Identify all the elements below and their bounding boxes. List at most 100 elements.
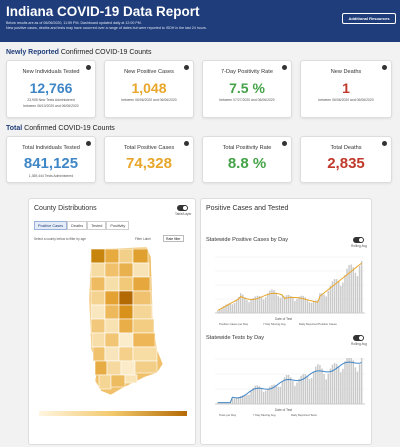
chart-bar bbox=[225, 402, 227, 404]
positive-cases-tested-panel: Positive Cases and Tested Statewide Posi… bbox=[200, 198, 372, 445]
chart-bar bbox=[342, 368, 344, 404]
chart-bar bbox=[302, 295, 304, 313]
chart1-rolling-avg-toggle[interactable] bbox=[353, 237, 364, 243]
info-icon[interactable] bbox=[184, 141, 189, 146]
cases-moving-avg-line bbox=[217, 262, 362, 311]
chart-bar bbox=[312, 371, 315, 404]
chart-bar bbox=[287, 374, 290, 404]
chart-bar bbox=[256, 385, 259, 404]
card-new-individuals-tested: New Individuals Tested 12,766 23,905 New… bbox=[6, 60, 96, 118]
section-title-new: Newly Reported Confirmed COVID-19 Counts bbox=[6, 49, 152, 56]
card-7day-positivity-rate: 7-Day Positivity Rate 7.5 % between 07/2… bbox=[202, 60, 292, 118]
chart-bar bbox=[217, 311, 219, 313]
chart-bar bbox=[310, 302, 313, 313]
chart-bar bbox=[279, 297, 282, 313]
chart-bar bbox=[239, 293, 242, 313]
county-distributions-panel: County Distributions Table/Layer Positiv… bbox=[28, 198, 196, 445]
chart-bar bbox=[235, 397, 238, 404]
chart-bar bbox=[262, 299, 265, 313]
chart-bar bbox=[352, 267, 355, 313]
chart-bar bbox=[298, 296, 300, 313]
chart-bar bbox=[308, 379, 311, 404]
chart-bar bbox=[252, 297, 254, 313]
chart-bar bbox=[237, 396, 240, 404]
tab-tested[interactable]: Tested bbox=[87, 221, 107, 230]
info-icon[interactable] bbox=[382, 141, 387, 146]
info-icon[interactable] bbox=[382, 65, 387, 70]
chart-bar bbox=[242, 294, 244, 313]
filter-select[interactable]: Rate filter bbox=[163, 235, 184, 242]
chart-bar bbox=[223, 402, 225, 404]
chart-bar bbox=[317, 300, 319, 313]
chart2-rolling-avg-toggle[interactable] bbox=[353, 335, 364, 341]
chart-bar bbox=[337, 281, 340, 313]
chart-bar bbox=[340, 285, 342, 313]
chart-bar bbox=[277, 296, 279, 313]
chart-bar bbox=[254, 296, 256, 313]
chart-bar bbox=[231, 304, 234, 313]
chart-bar bbox=[333, 279, 336, 313]
chart-bar bbox=[360, 261, 363, 313]
info-icon[interactable] bbox=[282, 141, 287, 146]
additional-resources-button[interactable]: Additional Resources bbox=[342, 13, 396, 24]
chart-bar bbox=[335, 363, 338, 404]
chart-bar bbox=[290, 295, 292, 313]
card-total-individuals-tested: Total Individuals Tested 841,125 1,369,4… bbox=[6, 136, 96, 183]
chart-bar bbox=[273, 290, 275, 313]
county-panel-title: County Distributions bbox=[34, 205, 97, 212]
chart-bar bbox=[217, 402, 219, 404]
header: Indiana COVID-19 Data Report Below resul… bbox=[0, 0, 400, 42]
chart-bar bbox=[219, 402, 221, 404]
chart-bar bbox=[285, 295, 288, 313]
chart-bar bbox=[331, 364, 334, 404]
chart-bar bbox=[294, 385, 296, 404]
chart-bar bbox=[333, 363, 336, 404]
chart-bar bbox=[317, 364, 319, 404]
chart-bar bbox=[356, 371, 359, 404]
chart-bar bbox=[358, 266, 361, 313]
tab-positive-cases[interactable]: Positive Cases bbox=[34, 221, 68, 230]
info-icon[interactable] bbox=[282, 65, 287, 70]
chart-bar bbox=[340, 372, 342, 404]
chart-bar bbox=[246, 394, 248, 404]
indiana-map[interactable] bbox=[29, 199, 197, 446]
chart-bar bbox=[319, 293, 321, 313]
card-new-positive-cases: New Positive Cases 1,048 between 06/06/2… bbox=[104, 60, 194, 118]
tab-positivity[interactable]: Positivity bbox=[106, 221, 130, 230]
chart-bar bbox=[350, 358, 352, 404]
chart-bar bbox=[319, 365, 321, 404]
chart-bar bbox=[250, 391, 252, 404]
chart-bar bbox=[227, 402, 229, 404]
chart-bar bbox=[279, 386, 282, 404]
chart-bar bbox=[354, 272, 357, 313]
info-icon[interactable] bbox=[86, 141, 91, 146]
cases-chart bbox=[215, 256, 365, 314]
chart-bar bbox=[327, 290, 329, 313]
chart-bar bbox=[252, 387, 254, 404]
chart-bar bbox=[306, 299, 309, 313]
chart-bar bbox=[310, 378, 313, 404]
chart-bar bbox=[267, 293, 269, 313]
chart-bar bbox=[275, 384, 277, 404]
chart1-xlabel: Date of Test bbox=[275, 317, 292, 321]
chart-bar bbox=[256, 295, 259, 313]
chart-bar bbox=[221, 307, 223, 313]
chart-bar bbox=[250, 299, 252, 313]
chart-bar bbox=[348, 265, 350, 313]
info-icon[interactable] bbox=[184, 65, 189, 70]
tests-moving-avg-line bbox=[217, 361, 362, 404]
chart-bar bbox=[306, 375, 309, 404]
chart-bar bbox=[264, 297, 267, 313]
card-total-deaths: Total Deaths 2,835 bbox=[300, 136, 392, 183]
chart-bar bbox=[258, 386, 261, 404]
chart-bar bbox=[221, 402, 223, 404]
county-instruction: Select a county below to filter by age bbox=[34, 237, 86, 241]
tab-deaths[interactable]: Deaths bbox=[67, 221, 88, 230]
table-layer-toggle[interactable] bbox=[177, 205, 188, 211]
chart-bar bbox=[308, 302, 311, 313]
info-icon[interactable] bbox=[86, 65, 91, 70]
chart-bar bbox=[281, 381, 284, 404]
chart-bar bbox=[233, 398, 236, 404]
chart-bar bbox=[244, 394, 246, 404]
chart-bar bbox=[229, 303, 231, 313]
